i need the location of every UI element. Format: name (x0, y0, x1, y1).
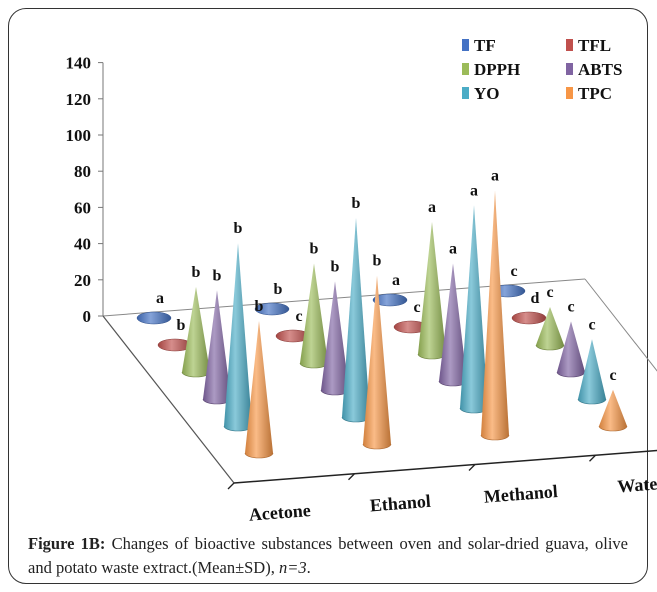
letter-tf-acetone: a (156, 290, 164, 307)
cone-yo-water: c (577, 316, 607, 405)
letter-dpph-acetone: b (192, 264, 201, 281)
cone-tpc-acetone: b (244, 298, 274, 459)
cone-yo-acetone: b (223, 220, 253, 432)
letter-tfl-ethanol: c (295, 308, 302, 325)
letter-tfl-water: d (531, 290, 540, 307)
y-tick-label: 100 (66, 126, 92, 145)
legend-item-tpc: TPC (566, 84, 612, 103)
letter-abts-acetone: b (213, 267, 222, 284)
y-tick-label: 120 (66, 90, 92, 109)
y-tick-label: 40 (74, 235, 91, 254)
y-tick-label: 60 (74, 198, 91, 217)
legend-label-tf: TF (474, 36, 496, 55)
caption-end: . (306, 558, 311, 577)
category-label-methanol: Methanol (483, 481, 558, 507)
y-tick-label: 140 (66, 54, 92, 73)
letter-tf-ethanol: b (274, 281, 283, 298)
cone-chart: 0 20 40 60 80 100 120 140 Acetone Ethanol Methano… (66, 36, 657, 525)
letter-abts-methanol: a (449, 240, 457, 257)
letter-yo-water: c (588, 316, 595, 333)
cone-tpc-water: c (598, 367, 628, 432)
letter-tpc-ethanol: b (373, 253, 382, 270)
y-tick-label: 80 (74, 162, 91, 181)
cone-tpc-methanol: a (480, 168, 510, 441)
letter-tpc-acetone: b (255, 298, 264, 315)
y-tick-labels: 0 20 40 60 80 100 120 140 (66, 54, 103, 326)
letter-yo-acetone: b (234, 220, 243, 237)
caption-text: Changes of bioactive substances between … (28, 534, 628, 577)
category-label-acetone: Acetone (248, 500, 311, 525)
letter-tpc-water: c (609, 367, 616, 384)
y-tick-label: 0 (83, 307, 92, 326)
letter-dpph-methanol: a (428, 199, 436, 216)
cone-dpph-water: c (535, 284, 565, 351)
caption-n: n=3 (278, 558, 307, 577)
cone-abts-acetone: b (202, 267, 232, 405)
legend-item-dpph: DPPH (462, 60, 520, 79)
letter-tf-methanol: a (392, 272, 400, 289)
cone-yo-methanol: a (459, 182, 489, 414)
legend-item-yo: YO (462, 84, 500, 103)
legend-label-tpc: TPC (578, 84, 612, 103)
cone-tf-ethanol: b (254, 281, 290, 316)
cone-tpc-ethanol: b (362, 253, 392, 450)
figure-frame (8, 8, 648, 584)
cone-dpph-methanol: a (417, 199, 447, 360)
letter-dpph-ethanol: b (310, 240, 319, 257)
letter-abts-ethanol: b (331, 258, 340, 275)
letter-tfl-acetone: b (177, 317, 186, 334)
legend-item-tfl: TFL (566, 36, 611, 55)
y-tick-label: 20 (74, 271, 91, 290)
legend: TF TFL DPPH ABTS YO TPC (462, 36, 622, 103)
legend-item-abts: ABTS (566, 60, 622, 79)
letter-tfl-methanol: c (413, 299, 420, 316)
letter-yo-methanol: a (470, 182, 478, 199)
legend-label-yo: YO (474, 84, 500, 103)
caption-label: Figure 1B: (28, 534, 106, 553)
legend-label-dpph: DPPH (474, 60, 520, 79)
cone-tf-methanol: a (372, 272, 408, 307)
legend-label-abts: ABTS (578, 60, 622, 79)
letter-abts-water: c (567, 298, 574, 315)
legend-label-tfl: TFL (578, 36, 611, 55)
cone-dpph-acetone: b (181, 264, 211, 378)
category-label-water: Water (617, 473, 657, 497)
category-labels: Acetone Ethanol Methanol Water (248, 473, 657, 525)
letter-tf-water: c (510, 263, 517, 280)
cone-yo-ethanol: b (341, 195, 371, 423)
legend-item-tf: TF (462, 36, 496, 55)
cone-abts-ethanol: b (320, 258, 350, 396)
cone-abts-methanol: a (438, 240, 468, 387)
cone-dpph-ethanol: b (299, 240, 329, 369)
letter-yo-ethanol: b (352, 195, 361, 212)
figure-caption: Figure 1B: Changes of bioactive substanc… (28, 532, 628, 580)
letter-tpc-methanol: a (491, 168, 499, 185)
cone-tf-acetone: a (136, 290, 172, 325)
category-label-ethanol: Ethanol (369, 491, 431, 516)
letter-dpph-water: c (546, 284, 553, 301)
